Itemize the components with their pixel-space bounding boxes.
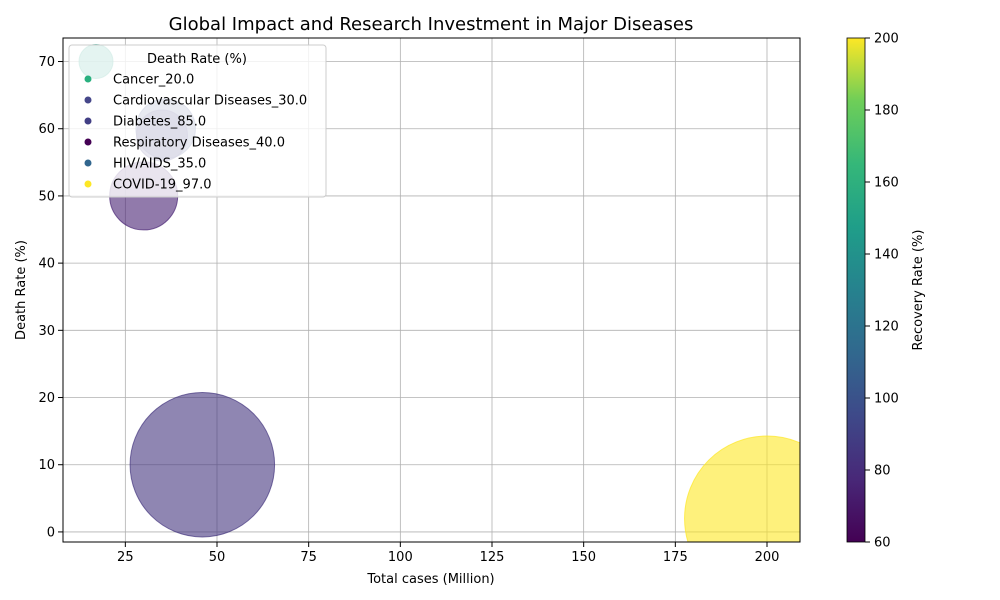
x-tick-label: 50 xyxy=(209,550,226,565)
y-tick-label: 0 xyxy=(47,525,55,540)
bubble-point xyxy=(129,391,276,538)
colorbar-tick-label: 140 xyxy=(874,248,899,263)
colorbar-tick-label: 60 xyxy=(874,536,891,551)
colorbar-tick-label: 120 xyxy=(874,320,899,335)
legend-marker xyxy=(84,75,92,83)
x-tick-label: 200 xyxy=(755,550,780,565)
colorbar-tick-label: 180 xyxy=(874,104,899,119)
colorbar-gradient xyxy=(846,37,866,543)
legend-label: Respiratory Diseases_40.0 xyxy=(113,136,285,151)
colorbar-tick-label: 80 xyxy=(874,464,891,479)
x-tick-label: 100 xyxy=(388,550,413,565)
y-tick-label: 10 xyxy=(38,458,55,473)
colorbar-tick-label: 100 xyxy=(874,392,899,407)
colorbar-label: Recovery Rate (%) xyxy=(911,230,926,351)
chart-title: Global Impact and Research Investment in… xyxy=(169,14,694,35)
y-tick-label: 50 xyxy=(38,189,55,204)
y-tick-label: 60 xyxy=(38,122,55,137)
y-tick-label: 70 xyxy=(38,55,55,70)
colorbar: 60 80 100 120 140 160 180 200 Recovery Rate (%) xyxy=(846,32,926,551)
plot-area-frame xyxy=(62,37,801,543)
y-axis-label: Death Rate (%) xyxy=(14,240,29,340)
legend-items: Cancer_20.0 Cardiovascular Diseases_30.0 D… xyxy=(84,73,307,193)
legend-label: Cardiovascular Diseases_30.0 xyxy=(113,94,307,109)
legend-frame xyxy=(68,44,327,198)
legend-marker xyxy=(84,96,92,104)
legend-label: Cancer_20.0 xyxy=(113,73,194,88)
y-tick-label: 30 xyxy=(38,324,55,339)
legend-label: Diabetes_85.0 xyxy=(113,115,206,130)
legend: Death Rate (%) Cancer_20.0 Cardiovascular… xyxy=(68,44,327,198)
legend-label: COVID-19_97.0 xyxy=(113,178,212,193)
y-tick-label: 40 xyxy=(38,257,55,272)
x-axis-ticks: 25 50 75 100 125 150 175 200 xyxy=(117,542,779,565)
y-tick-label: 20 xyxy=(38,391,55,406)
legend-marker xyxy=(84,117,92,125)
x-axis-label: Total cases (Million) xyxy=(366,572,494,587)
legend-marker xyxy=(84,138,92,146)
y-axis-ticks: 0 10 20 30 40 50 60 70 xyxy=(38,55,63,540)
legend-label: HIV/AIDS_35.0 xyxy=(113,157,206,172)
x-tick-label: 25 xyxy=(117,550,134,565)
x-tick-label: 125 xyxy=(480,550,505,565)
legend-title: Death Rate (%) xyxy=(147,52,247,67)
bubble-point xyxy=(684,435,800,542)
x-tick-label: 175 xyxy=(663,550,688,565)
x-tick-label: 75 xyxy=(300,550,317,565)
colorbar-ticks: 60 80 100 120 140 160 180 200 xyxy=(865,32,899,551)
x-tick-label: 150 xyxy=(571,550,596,565)
colorbar-tick-label: 160 xyxy=(874,176,899,191)
legend-marker xyxy=(84,159,92,167)
colorbar-tick-label: 200 xyxy=(874,32,899,47)
legend-marker xyxy=(84,180,92,188)
